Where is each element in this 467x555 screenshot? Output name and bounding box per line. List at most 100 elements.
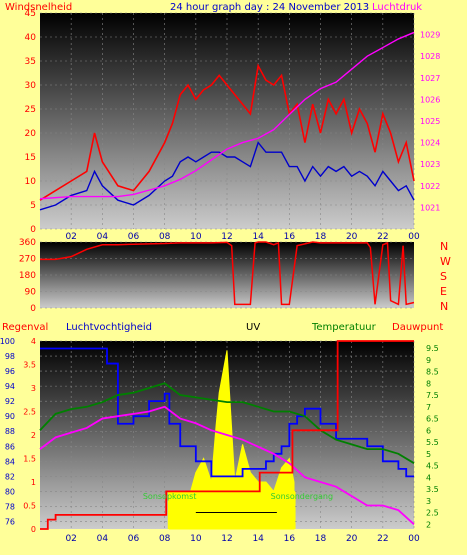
ytick-rain-label: 0.5 — [23, 502, 36, 511]
sunset-label: Sonsondergang — [271, 492, 333, 501]
xtick-label: 00 — [408, 534, 420, 544]
ytick-humidity-label: 80 — [5, 487, 15, 496]
ytick-temp-label: 5.5 — [426, 438, 439, 447]
xtick-label: 04 — [97, 534, 109, 544]
ytick-right-label: 1021 — [420, 203, 440, 212]
ytick-temp-label: 4 — [426, 473, 431, 482]
ytick-humidity-label: 86 — [5, 442, 15, 451]
xtick-label: 18 — [315, 232, 327, 242]
xtick-label: 02 — [65, 534, 76, 544]
ytick-right-label: 1023 — [420, 160, 440, 169]
xtick-label: 02 — [65, 232, 76, 242]
legend-dewpoint: Dauwpunt — [392, 322, 443, 333]
ytick-left-label: 5 — [30, 201, 36, 211]
ytick-humidity-label: 100 — [0, 337, 15, 346]
ytick-humidity-label: 84 — [5, 457, 15, 466]
ytick-left-label: 15 — [25, 153, 36, 163]
ytick-temp-label: 2.5 — [426, 509, 439, 518]
xtick-label: 16 — [284, 534, 296, 544]
ytick-right-label: 1027 — [420, 74, 440, 83]
xtick-label: 08 — [159, 534, 171, 544]
humidity-line — [40, 347, 414, 478]
xtick-label: 10 — [190, 534, 202, 544]
xtick-label: 10 — [190, 232, 202, 242]
dir-label: N — [440, 300, 448, 313]
ytick-temp-label: 5 — [426, 450, 431, 459]
ytick-rain-label: 4 — [31, 337, 36, 346]
ytick-dir-label: 0 — [30, 304, 36, 314]
ytick-temp-label: 9.5 — [426, 344, 439, 353]
ytick-humidity-label: 78 — [5, 502, 15, 511]
xtick-label: 00 — [408, 232, 420, 242]
xtick-label: 18 — [315, 534, 327, 544]
legend-uv: UV — [246, 322, 260, 333]
legend-temperature: Temperatuur — [311, 322, 377, 333]
ytick-dir-label: 180 — [19, 271, 36, 281]
xtick-label: 06 — [128, 534, 140, 544]
ytick-humidity-label: 96 — [5, 367, 15, 376]
ytick-left-label: 10 — [25, 177, 37, 187]
xtick-label: 08 — [159, 232, 171, 242]
ytick-humidity-label: 88 — [5, 427, 15, 436]
series-line-0 — [39, 63, 415, 201]
dir-label: E — [440, 285, 447, 298]
ytick-temp-label: 6.5 — [426, 415, 439, 424]
ytick-right-label: 1026 — [420, 95, 440, 104]
ytick-rain-label: 0 — [31, 525, 36, 534]
ytick-rain-label: 3.5 — [23, 361, 36, 370]
ytick-left-label: 35 — [25, 57, 36, 67]
ytick-dir-label: 270 — [19, 255, 36, 265]
ytick-rain-label: 2.5 — [23, 408, 36, 417]
ytick-right-label: 1029 — [420, 31, 440, 40]
ytick-dir-label: 90 — [25, 288, 37, 298]
xtick-label: 22 — [377, 534, 388, 544]
ytick-temp-label: 8 — [426, 379, 431, 388]
ytick-rain-label: 3 — [31, 384, 36, 393]
ytick-rain-label: 2 — [31, 431, 36, 440]
ytick-left-label: 45 — [25, 9, 36, 19]
legend-rain: Regenval — [2, 322, 48, 333]
ytick-humidity-label: 82 — [5, 472, 15, 481]
ytick-humidity-label: 92 — [5, 397, 15, 406]
ytick-temp-label: 7 — [426, 403, 431, 412]
ytick-temp-label: 8.5 — [426, 368, 439, 377]
ytick-rain-label: 1 — [31, 478, 36, 487]
ytick-right-label: 1028 — [420, 52, 440, 61]
ytick-right-label: 1024 — [420, 139, 440, 148]
ytick-humidity-label: 90 — [5, 412, 15, 421]
ytick-left-label: 30 — [25, 81, 37, 91]
ytick-dir-label: 360 — [19, 238, 36, 248]
header-left-title: Windsnelheid — [5, 2, 72, 13]
direction-line — [40, 241, 415, 306]
xtick-label: 20 — [346, 232, 358, 242]
ytick-left-label: 25 — [25, 105, 36, 115]
sunrise-label: Sonsopkomst — [143, 492, 197, 501]
xtick-label: 12 — [221, 232, 232, 242]
ytick-humidity-label: 98 — [5, 352, 15, 361]
ytick-right-label: 1025 — [420, 117, 440, 126]
legend-humidity: Luchtvochtigheid — [66, 322, 152, 333]
ytick-temp-label: 7.5 — [426, 391, 439, 400]
ytick-temp-label: 3.5 — [426, 485, 439, 494]
ytick-temp-label: 6 — [426, 426, 431, 435]
ytick-humidity-label: 76 — [5, 517, 15, 526]
ytick-temp-label: 2 — [426, 520, 431, 529]
ytick-humidity-label: 94 — [5, 382, 15, 391]
temperature-line — [39, 382, 415, 464]
series-line-2 — [39, 31, 415, 200]
ytick-temp-label: 4.5 — [426, 462, 439, 471]
ytick-left-label: 40 — [25, 33, 37, 43]
xtick-label: 22 — [377, 232, 388, 242]
xtick-label: 14 — [252, 232, 264, 242]
xtick-label: 06 — [128, 232, 140, 242]
dir-label: S — [440, 270, 447, 283]
header-right-title: Luchtdruk — [372, 2, 422, 13]
series-line-1 — [39, 141, 415, 211]
rain-line — [40, 340, 414, 530]
ytick-left-label: 20 — [25, 129, 37, 139]
dir-label: W — [440, 255, 451, 268]
xtick-label: 14 — [252, 534, 264, 544]
dewpoint-line — [39, 405, 415, 525]
ytick-temp-label: 9 — [426, 356, 431, 365]
